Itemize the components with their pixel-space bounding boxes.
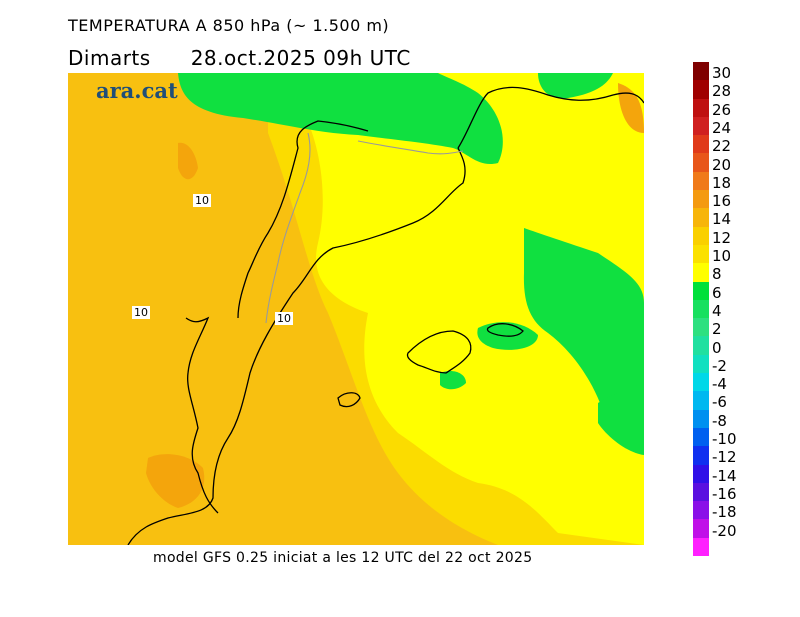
scale-label: 20: [712, 155, 732, 174]
scale-label: -10: [712, 430, 737, 448]
scale-swatch: [693, 373, 709, 392]
araCat-logo: ara.cat: [96, 78, 178, 103]
scale-label: 12: [712, 228, 732, 247]
scale-label: -12: [712, 448, 737, 467]
pyrenees-border: [237, 120, 369, 319]
scale-swatch: [693, 537, 709, 557]
chart-subtitle: Dimarts 28.oct.2025 09h UTC: [68, 46, 411, 70]
scale-swatch: [693, 299, 709, 319]
scale-swatch: [693, 190, 709, 209]
forecast-datetime: 28.oct.2025 09h UTC: [190, 46, 411, 70]
inland-border: [185, 316, 219, 514]
scale-label: 22: [712, 137, 732, 156]
region-border: [265, 132, 311, 324]
forecast-day: Dimarts: [68, 46, 151, 70]
scale-label: 2: [712, 320, 722, 339]
chart-title: TEMPERATURA A 850 hPa (~ 1.500 m): [68, 16, 390, 35]
scale-label: 0: [712, 338, 722, 357]
scale-label: -18: [712, 503, 737, 522]
field-deep-orange-sw: [146, 454, 205, 508]
scale-label: -4: [712, 375, 727, 394]
scale-swatch: [693, 427, 709, 447]
scale-swatch: [693, 226, 709, 245]
scale-swatch: [693, 409, 709, 428]
scale-label: 14: [712, 210, 732, 229]
contour-label: 10: [132, 306, 150, 319]
scale-swatch: [693, 519, 709, 538]
field-green-mallorca-south: [440, 371, 466, 390]
scale-label: -2: [712, 356, 727, 375]
model-info: model GFS 0.25 iniciat a les 12 UTC del …: [153, 550, 533, 566]
scale-label: 24: [712, 118, 732, 137]
ibiza-coast: [337, 392, 361, 408]
scale-label: -20: [712, 521, 737, 540]
scale-swatch: [693, 354, 709, 374]
coastline-east: [457, 86, 644, 149]
scale-swatch: [693, 336, 709, 355]
field-deep-orange-n: [178, 142, 198, 180]
scale-swatch: [693, 80, 709, 99]
scale-label: -6: [712, 393, 727, 412]
scale-label: 10: [712, 247, 732, 265]
scale-swatch: [693, 263, 709, 282]
scale-label: 4: [712, 301, 722, 320]
scale-label: 18: [712, 173, 732, 192]
scale-label: 28: [712, 82, 732, 101]
field-green-southeast: [598, 383, 644, 455]
contour-label: 10: [193, 194, 211, 207]
scale-label: 6: [712, 283, 722, 302]
coastline-main: [127, 147, 466, 545]
scale-swatch: [693, 171, 709, 191]
scale-swatch: [693, 135, 709, 154]
scale-swatch: [693, 62, 709, 81]
field-green-east: [523, 228, 644, 435]
scale-swatch: [693, 208, 709, 227]
field-green-north: [178, 73, 503, 165]
scale-label: -14: [712, 466, 737, 485]
scale-swatch: [693, 446, 709, 465]
scale-label: 30: [712, 64, 732, 82]
color-scale-bar: [693, 62, 709, 557]
contour-label: 10: [275, 312, 293, 325]
scale-swatch: [693, 116, 709, 136]
mallorca-coast: [406, 330, 472, 374]
field-deep-orange-ne: [618, 83, 644, 133]
scale-swatch: [693, 391, 709, 410]
scale-label: -16: [712, 484, 737, 503]
field-green-topright: [538, 73, 613, 99]
scale-swatch: [693, 464, 709, 483]
field-yellow: [298, 73, 644, 545]
scale-swatch: [693, 501, 709, 520]
scale-label: 26: [712, 100, 732, 119]
scale-label: -8: [712, 411, 727, 430]
scale-swatch: [693, 244, 709, 264]
temperature-map: [68, 73, 644, 545]
scale-label: 8: [712, 265, 722, 284]
scale-swatch: [693, 153, 709, 172]
scale-swatch: [693, 281, 709, 300]
scale-swatch: [693, 98, 709, 117]
scale-label: 16: [712, 192, 732, 211]
scale-swatch: [693, 482, 709, 502]
menorca-coast: [486, 323, 524, 337]
region-border-2: [357, 140, 464, 155]
scale-swatch: [693, 318, 709, 337]
